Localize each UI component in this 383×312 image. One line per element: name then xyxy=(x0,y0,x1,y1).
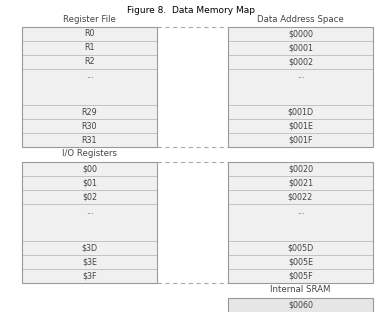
Text: ...: ... xyxy=(86,207,93,216)
Text: $02: $02 xyxy=(82,193,97,202)
Text: $001E: $001E xyxy=(288,122,313,131)
Text: R30: R30 xyxy=(82,122,97,131)
Text: $005F: $005F xyxy=(288,271,313,280)
Text: ...: ... xyxy=(297,207,304,216)
Text: $3D: $3D xyxy=(82,243,98,252)
Bar xyxy=(228,163,373,283)
Bar xyxy=(228,298,373,312)
Bar xyxy=(22,27,157,147)
Text: $3E: $3E xyxy=(82,257,97,266)
Text: $005E: $005E xyxy=(288,257,313,266)
Text: $001F: $001F xyxy=(288,136,313,145)
Text: $0022: $0022 xyxy=(288,193,313,202)
Text: $0000: $0000 xyxy=(288,30,313,38)
Text: $001D: $001D xyxy=(287,108,314,117)
Text: R1: R1 xyxy=(84,43,95,52)
Text: $3F: $3F xyxy=(82,271,97,280)
Bar xyxy=(22,163,157,283)
Text: Register File: Register File xyxy=(63,15,116,24)
Text: ...: ... xyxy=(297,71,304,80)
Text: $0021: $0021 xyxy=(288,179,313,188)
Text: $005D: $005D xyxy=(287,243,314,252)
Text: $01: $01 xyxy=(82,179,97,188)
Text: R0: R0 xyxy=(84,30,95,38)
Text: Internal SRAM: Internal SRAM xyxy=(270,285,331,294)
Text: R31: R31 xyxy=(82,136,97,145)
Bar xyxy=(22,27,157,147)
Text: $0002: $0002 xyxy=(288,57,313,66)
Bar xyxy=(228,163,373,283)
Bar xyxy=(22,163,157,283)
Bar xyxy=(228,27,373,147)
Text: ...: ... xyxy=(86,71,93,80)
Text: $0020: $0020 xyxy=(288,165,313,174)
Text: Figure 8.  Data Memory Map: Figure 8. Data Memory Map xyxy=(127,6,255,15)
Text: Data Address Space: Data Address Space xyxy=(257,15,344,24)
Text: $0060: $0060 xyxy=(288,300,313,309)
Text: $0001: $0001 xyxy=(288,43,313,52)
Text: I/O Registers: I/O Registers xyxy=(62,149,117,158)
Bar xyxy=(228,27,373,147)
Text: R29: R29 xyxy=(82,108,97,117)
Bar xyxy=(228,298,373,312)
Text: $00: $00 xyxy=(82,165,97,174)
Text: R2: R2 xyxy=(84,57,95,66)
